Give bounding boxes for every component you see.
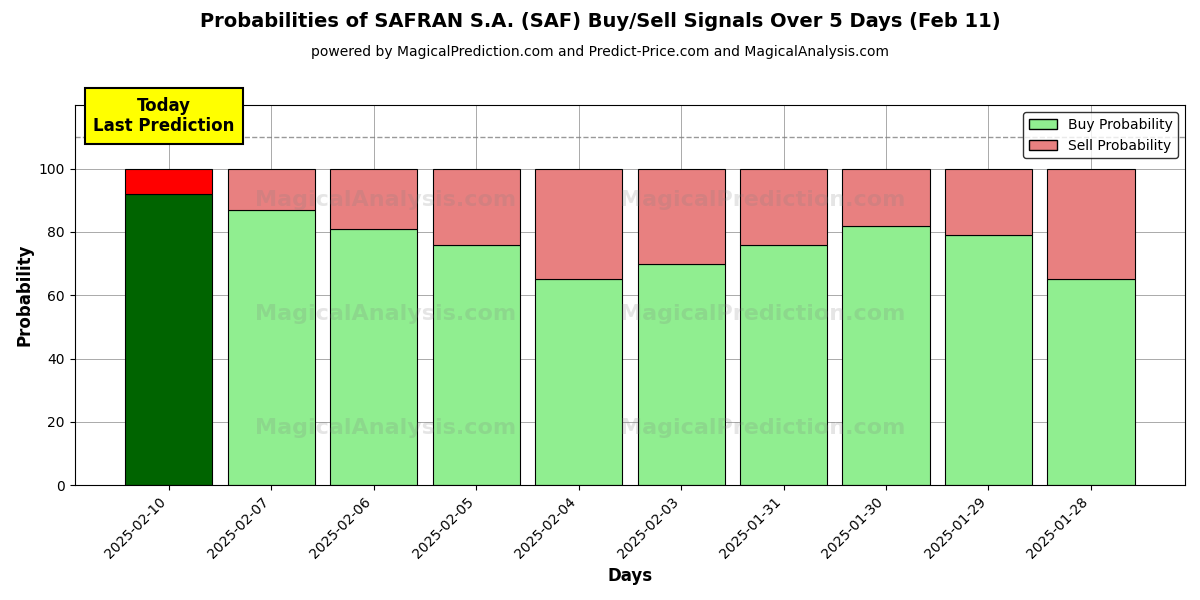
Text: Probabilities of SAFRAN S.A. (SAF) Buy/Sell Signals Over 5 Days (Feb 11): Probabilities of SAFRAN S.A. (SAF) Buy/S… — [199, 12, 1001, 31]
Bar — [535, 169, 622, 280]
Bar — [1048, 169, 1134, 280]
X-axis label: Days: Days — [607, 567, 653, 585]
Text: MagicalPrediction.com: MagicalPrediction.com — [620, 304, 906, 324]
Legend: Buy Probability, Sell Probability: Buy Probability, Sell Probability — [1024, 112, 1178, 158]
Bar — [330, 169, 418, 229]
Bar — [432, 245, 520, 485]
Bar — [637, 263, 725, 485]
Bar — [944, 235, 1032, 485]
Text: Today
Last Prediction: Today Last Prediction — [92, 97, 234, 136]
Bar — [1048, 280, 1134, 485]
Bar — [228, 210, 314, 485]
Bar — [432, 169, 520, 245]
Bar — [228, 169, 314, 210]
Bar — [740, 245, 827, 485]
Text: MagicalAnalysis.com: MagicalAnalysis.com — [254, 304, 516, 324]
Bar — [637, 169, 725, 263]
Bar — [842, 226, 930, 485]
Bar — [330, 229, 418, 485]
Bar — [740, 169, 827, 245]
Bar — [125, 194, 212, 485]
Bar — [535, 280, 622, 485]
Text: MagicalAnalysis.com: MagicalAnalysis.com — [254, 418, 516, 438]
Bar — [842, 169, 930, 226]
Text: MagicalPrediction.com: MagicalPrediction.com — [620, 190, 906, 210]
Text: powered by MagicalPrediction.com and Predict-Price.com and MagicalAnalysis.com: powered by MagicalPrediction.com and Pre… — [311, 45, 889, 59]
Text: MagicalPrediction.com: MagicalPrediction.com — [620, 418, 906, 438]
Text: MagicalAnalysis.com: MagicalAnalysis.com — [254, 190, 516, 210]
Bar — [125, 169, 212, 194]
Y-axis label: Probability: Probability — [16, 244, 34, 346]
Bar — [944, 169, 1032, 235]
